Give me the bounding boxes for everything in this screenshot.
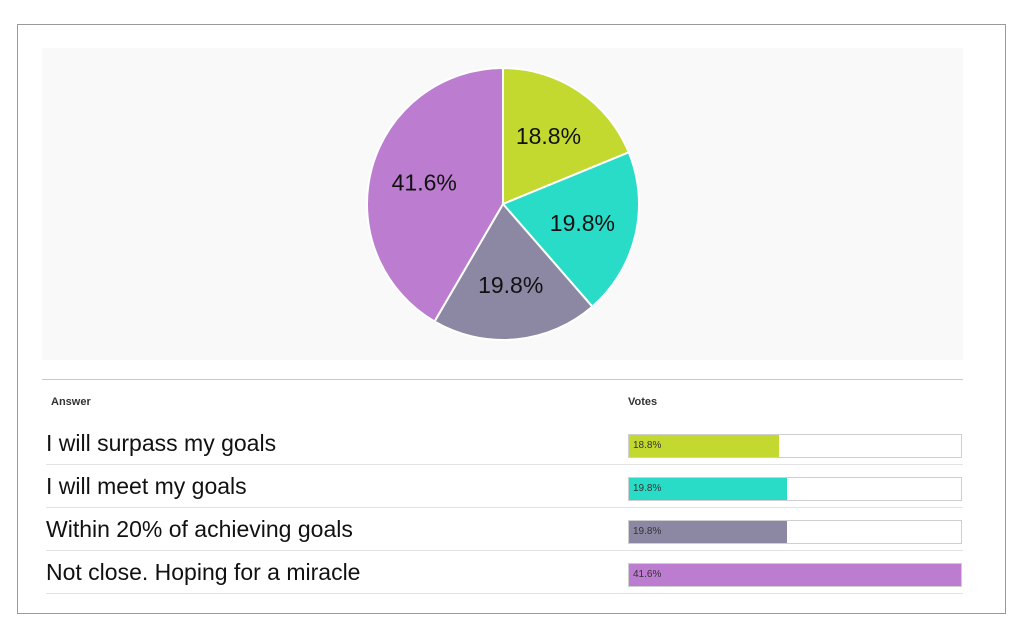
answer-column-header: Answer bbox=[51, 396, 91, 408]
vote-percentage: 18.8% bbox=[633, 440, 662, 451]
answer-label: I will meet my goals bbox=[46, 473, 247, 499]
pie-chart: 18.8% 19.8% 19.8% 41.6% bbox=[366, 66, 640, 341]
pie-slice-label-0: 18.8% bbox=[516, 123, 581, 149]
result-row: Within 20% of achieving goals 19.8% bbox=[46, 508, 963, 551]
pie-slice-label-1: 19.8% bbox=[550, 210, 615, 236]
pie-chart-area: 18.8% 19.8% 19.8% 41.6% bbox=[42, 48, 963, 360]
answer-label: I will surpass my goals bbox=[46, 430, 277, 456]
vote-percentage: 19.8% bbox=[633, 483, 662, 494]
vote-bar-fill bbox=[629, 564, 961, 586]
vote-percentage: 19.8% bbox=[633, 526, 662, 537]
table-divider bbox=[42, 379, 963, 380]
answer-label: Within 20% of achieving goals bbox=[46, 516, 353, 542]
result-row: I will meet my goals 19.8% bbox=[46, 465, 963, 508]
vote-bar-track: 19.8% bbox=[628, 477, 962, 501]
vote-bar-track: 19.8% bbox=[628, 520, 962, 544]
vote-bar-fill bbox=[629, 521, 788, 543]
vote-percentage: 41.6% bbox=[633, 569, 662, 580]
pie-slice-label-2: 19.8% bbox=[478, 272, 543, 298]
pie-slice-1 bbox=[501, 151, 640, 308]
pie-slice-3 bbox=[366, 66, 504, 323]
result-row: I will surpass my goals 18.8% bbox=[46, 422, 963, 465]
vote-bar-fill bbox=[629, 478, 788, 500]
votes-column-header: Votes bbox=[628, 396, 658, 408]
pie-slice-label-3: 41.6% bbox=[392, 170, 457, 196]
vote-bar-track: 18.8% bbox=[628, 434, 962, 458]
answer-label: Not close. Hoping for a miracle bbox=[46, 559, 361, 585]
pie-slice-0 bbox=[502, 66, 631, 206]
vote-bar-fill bbox=[629, 435, 780, 457]
result-row: Not close. Hoping for a miracle 41.6% bbox=[46, 551, 963, 594]
vote-bar-track: 41.6% bbox=[628, 563, 962, 587]
pie-slice-2 bbox=[433, 202, 594, 341]
